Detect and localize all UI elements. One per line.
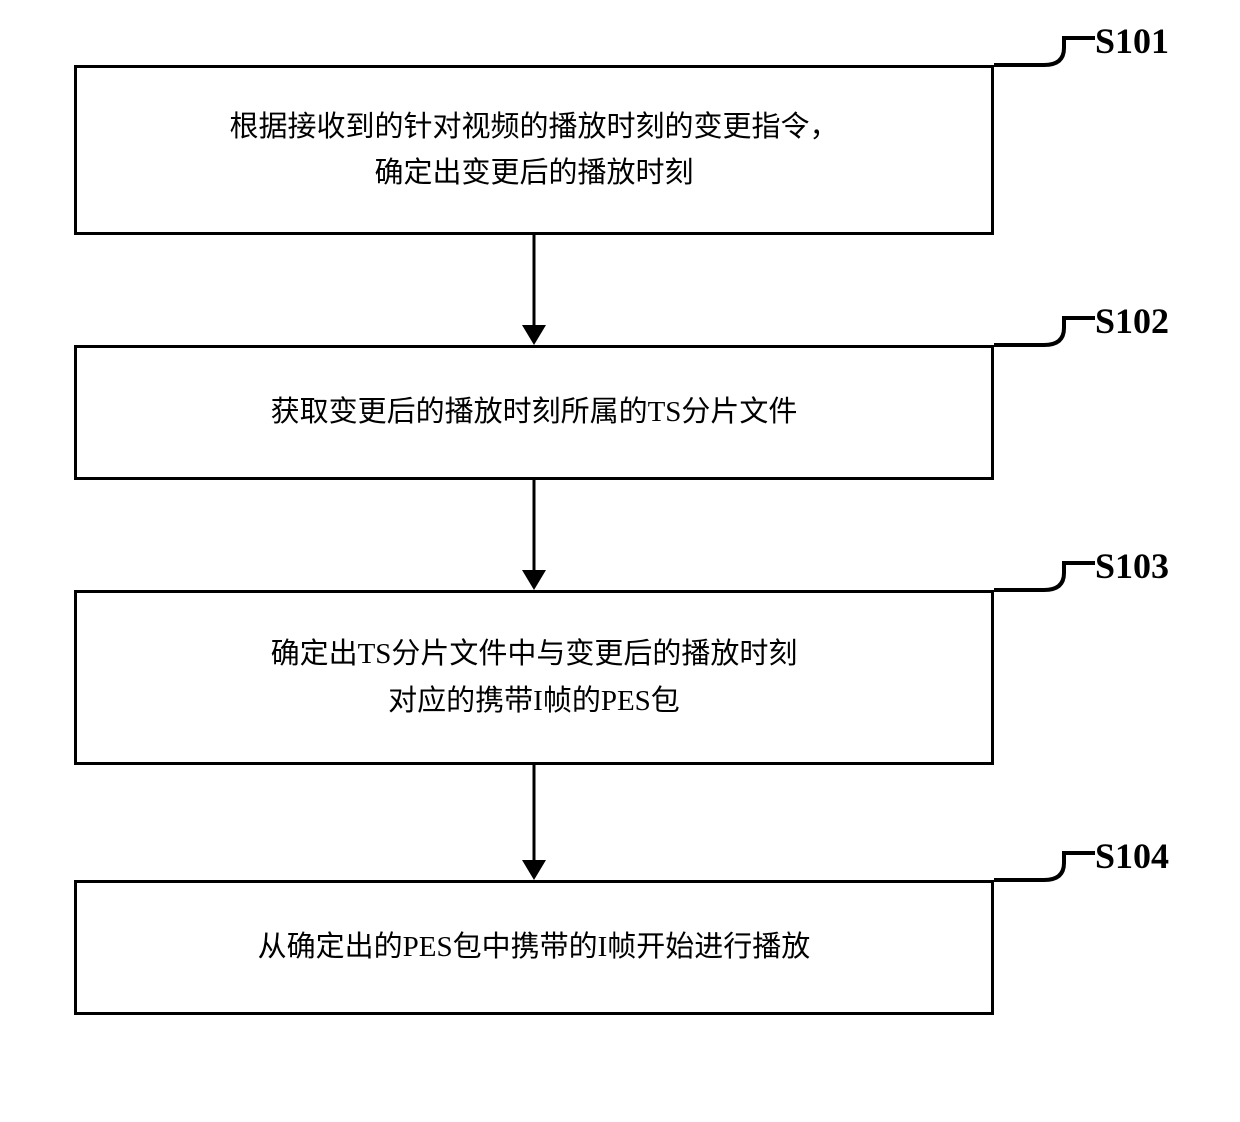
step-text-line1: 确定出TS分片文件中与变更后的播放时刻 [271, 638, 798, 670]
step-box-s104: 从确定出的PES包中携带的I帧开始进行播放 [74, 880, 994, 1015]
step-text-line1: 从确定出的PES包中携带的I帧开始进行播放 [258, 931, 811, 963]
step-label-s101: S101 [1095, 20, 1169, 62]
step-label-s103: S103 [1095, 545, 1169, 587]
step-text-s103: 确定出TS分片文件中与变更后的播放时刻 对应的携带I帧的PES包 [271, 631, 798, 724]
step-text-line2: 对应的携带I帧的PES包 [388, 685, 680, 717]
arrow-1 [514, 235, 554, 345]
step-text-s101: 根据接收到的针对视频的播放时刻的变更指令， 确定出变更后的播放时刻 [229, 104, 838, 197]
step-text-s102: 获取变更后的播放时刻所属的TS分片文件 [271, 389, 798, 435]
step-box-s102: 获取变更后的播放时刻所属的TS分片文件 [74, 345, 994, 480]
step-text-s104: 从确定出的PES包中携带的I帧开始进行播放 [258, 924, 811, 970]
connector-s101 [994, 20, 1095, 100]
step-text-line2: 确定出变更后的播放时刻 [374, 157, 693, 189]
flowchart-container: 根据接收到的针对视频的播放时刻的变更指令， 确定出变更后的播放时刻 S101 获… [0, 0, 1240, 1122]
step-box-s103: 确定出TS分片文件中与变更后的播放时刻 对应的携带I帧的PES包 [74, 590, 994, 765]
connector-s104 [994, 835, 1095, 915]
connector-s102 [994, 300, 1095, 380]
arrow-2 [514, 480, 554, 590]
arrow-3 [514, 765, 554, 880]
connector-s103 [994, 545, 1095, 625]
step-label-s102: S102 [1095, 300, 1169, 342]
step-text-line1: 获取变更后的播放时刻所属的TS分片文件 [271, 396, 798, 428]
step-label-s104: S104 [1095, 835, 1169, 877]
step-box-s101: 根据接收到的针对视频的播放时刻的变更指令， 确定出变更后的播放时刻 [74, 65, 994, 235]
step-text-line1: 根据接收到的针对视频的播放时刻的变更指令， [229, 111, 838, 143]
